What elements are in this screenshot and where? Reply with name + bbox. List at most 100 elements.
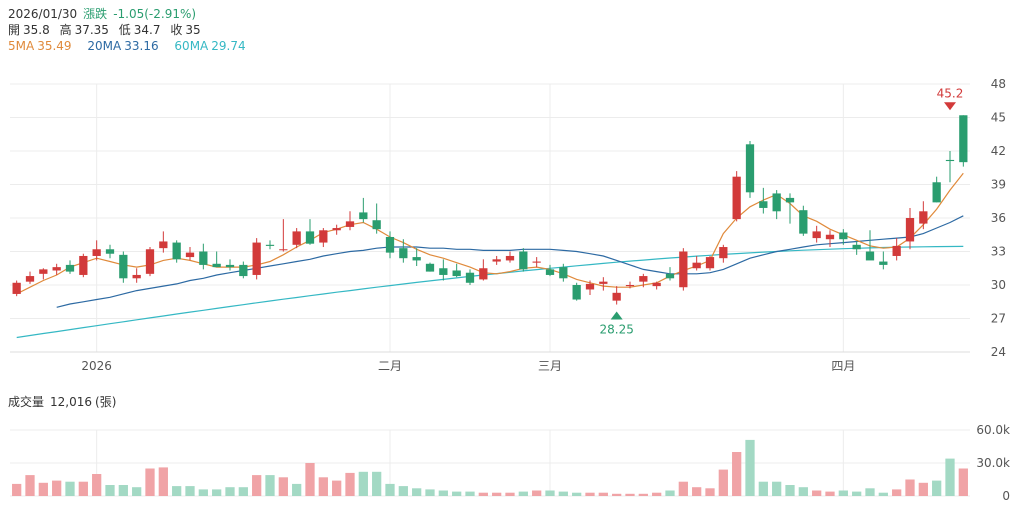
candle bbox=[665, 267, 675, 281]
volume-bar bbox=[892, 489, 902, 496]
candle bbox=[625, 281, 635, 289]
volume-bar bbox=[785, 485, 795, 496]
candle bbox=[345, 211, 355, 231]
vol-y-tick-label: 0 bbox=[1002, 489, 1010, 503]
candle-body bbox=[199, 251, 208, 265]
ma-legend: 5MA 35.49 20MA 33.16 60MA 29.74 bbox=[8, 38, 258, 54]
volume-bar bbox=[572, 492, 582, 496]
candle-body bbox=[852, 244, 861, 250]
volume-bar bbox=[318, 477, 328, 496]
candle-body bbox=[759, 201, 768, 208]
volume-bar bbox=[692, 487, 702, 496]
volume-bar bbox=[812, 490, 822, 496]
candle bbox=[105, 244, 115, 259]
volume-bar bbox=[665, 490, 675, 496]
candle-body bbox=[465, 272, 475, 283]
volume-bar bbox=[945, 458, 955, 496]
volume-bar bbox=[718, 469, 728, 496]
candle bbox=[839, 229, 848, 245]
candle bbox=[132, 268, 141, 283]
candle-body bbox=[345, 221, 355, 227]
candle bbox=[292, 228, 301, 249]
volume-bar bbox=[225, 487, 235, 496]
candle bbox=[385, 231, 395, 259]
candle-body bbox=[479, 268, 488, 280]
volume-unit: (張) bbox=[95, 395, 117, 409]
candle-body bbox=[79, 255, 88, 275]
price-candlestick-chart[interactable]: 48 45 42 39 36 33 30 27 24 2026 二月 三月 四月 45.2 28.25 bbox=[0, 0, 1018, 380]
change-label: 漲跌 bbox=[83, 7, 108, 21]
volume-bar bbox=[412, 488, 422, 496]
candle-body bbox=[105, 249, 115, 254]
candle-body bbox=[145, 249, 155, 274]
high-marker-icon bbox=[944, 102, 956, 111]
ma5-value: 35.49 bbox=[37, 39, 72, 53]
candle bbox=[519, 248, 528, 272]
candle bbox=[465, 269, 475, 285]
volume-bar bbox=[385, 483, 395, 496]
candle bbox=[439, 259, 448, 281]
candle bbox=[585, 280, 595, 296]
candle-body bbox=[839, 232, 848, 240]
low-label: 28.25 bbox=[599, 323, 633, 337]
candle-body bbox=[705, 257, 715, 269]
candle-body bbox=[279, 249, 288, 251]
low-value: 34.7 bbox=[133, 23, 161, 37]
date-text: 2026/01/30 bbox=[8, 7, 78, 21]
candle bbox=[359, 197, 368, 223]
candle-body bbox=[185, 252, 195, 258]
candle bbox=[825, 230, 835, 248]
volume-bar bbox=[478, 492, 488, 496]
candle-body bbox=[492, 259, 501, 262]
candle-body bbox=[425, 263, 435, 272]
ma60-legend: 60MA 29.74 bbox=[174, 39, 251, 53]
x-tick-label: 三月 bbox=[538, 359, 562, 373]
candle-body bbox=[692, 262, 701, 269]
volume-bar bbox=[585, 492, 595, 496]
candle bbox=[652, 281, 661, 290]
volume-bar bbox=[612, 493, 622, 496]
volume-bar bbox=[732, 452, 742, 496]
volume-bar bbox=[652, 492, 662, 496]
volume-bar bbox=[132, 487, 142, 496]
candle bbox=[919, 201, 928, 230]
volume-bar bbox=[678, 481, 688, 496]
candle-body bbox=[385, 236, 395, 253]
date-row: 2026/01/30 漲跌 -1.05(-2.91%) bbox=[8, 6, 202, 22]
candle-body bbox=[159, 241, 168, 249]
candle-body bbox=[319, 230, 328, 243]
candle-body bbox=[919, 211, 928, 224]
ma20-legend: 20MA 33.16 bbox=[87, 39, 164, 53]
change-value: -1.05(-2.91%) bbox=[113, 7, 197, 21]
volume-bar bbox=[25, 475, 35, 496]
candle-body bbox=[799, 210, 808, 234]
volume-label: 成交量 bbox=[8, 395, 45, 409]
volume-bar bbox=[518, 491, 528, 496]
candle bbox=[399, 239, 408, 263]
candle-body bbox=[719, 247, 728, 259]
candle-body bbox=[212, 263, 221, 268]
candle-body bbox=[785, 197, 795, 203]
candle-body bbox=[12, 282, 21, 294]
candle bbox=[225, 259, 235, 271]
volume-bar bbox=[825, 491, 835, 496]
candle bbox=[892, 238, 901, 261]
candle-body bbox=[39, 269, 48, 274]
open-value: 35.8 bbox=[23, 23, 50, 37]
volume-bar bbox=[452, 491, 462, 496]
candle bbox=[532, 257, 541, 268]
volume-bar bbox=[278, 477, 288, 496]
ma5-label: 5MA bbox=[8, 39, 35, 53]
ma20-label: 20MA bbox=[87, 39, 122, 53]
volume-bar-chart[interactable]: 60.0k 30.0k 0 bbox=[0, 420, 1018, 515]
candle bbox=[852, 241, 861, 255]
volume-bar bbox=[345, 472, 355, 496]
volume-value: 12,016 bbox=[50, 395, 93, 409]
candle bbox=[279, 219, 288, 252]
volume-bar bbox=[638, 493, 648, 496]
candle-body bbox=[225, 264, 235, 268]
candle-body bbox=[132, 274, 141, 279]
candle-body bbox=[612, 292, 621, 301]
y-tick-label: 30 bbox=[991, 278, 1006, 292]
volume-bar bbox=[398, 486, 408, 496]
